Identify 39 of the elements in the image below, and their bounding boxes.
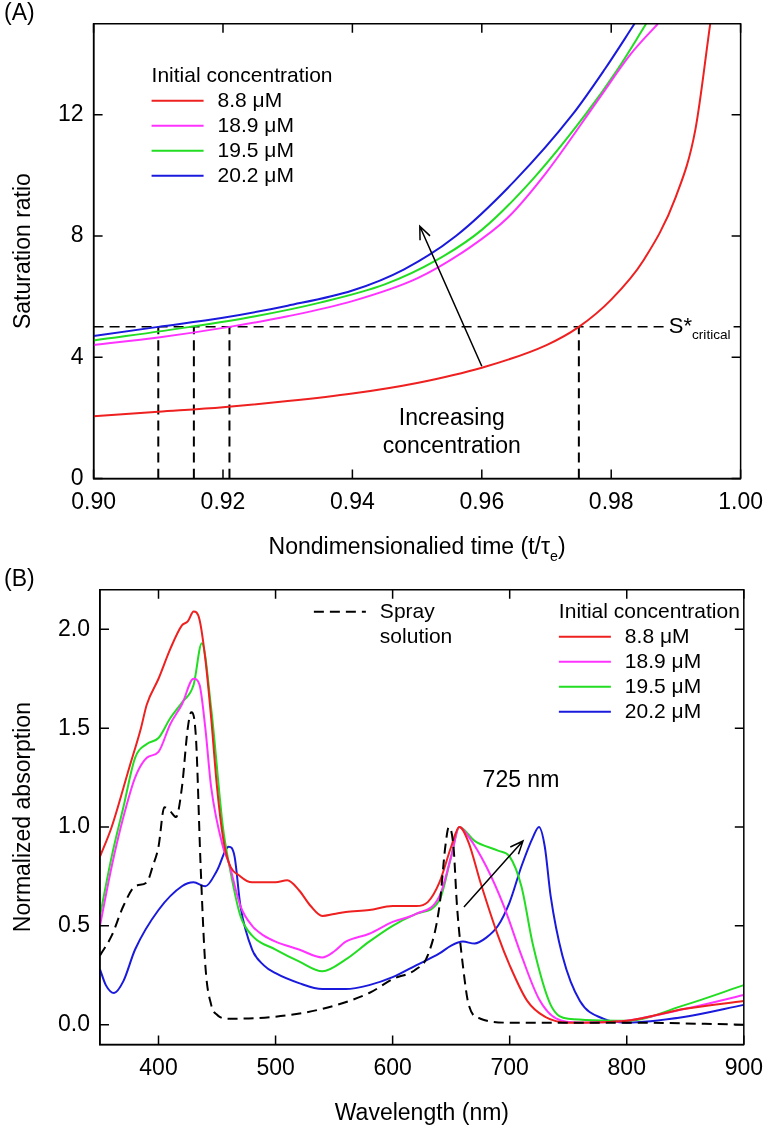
y-tick-label: 1.5 bbox=[57, 713, 90, 740]
annotation: 725 nm bbox=[482, 766, 560, 793]
legend-label: 20.2 μM bbox=[217, 162, 294, 186]
x-tick-label: 600 bbox=[373, 1053, 412, 1080]
legend-title: Initial concentration bbox=[151, 62, 333, 86]
x-tick-label: 1.00 bbox=[718, 487, 763, 514]
x-tick-label: 0.96 bbox=[459, 487, 505, 514]
x-tick-label: 500 bbox=[256, 1053, 295, 1080]
x-axis-title: Wavelength (nm) bbox=[334, 1099, 510, 1126]
y-tick-label: 0.5 bbox=[57, 911, 90, 938]
x-tick-label: 0.90 bbox=[71, 487, 116, 514]
x-tick-label: 0.92 bbox=[200, 487, 246, 514]
y-tick-label: 2.0 bbox=[57, 614, 90, 641]
x-tick-label: 900 bbox=[724, 1053, 763, 1080]
legend-label: 19.5 μM bbox=[624, 673, 702, 697]
legend-label: 18.9 μM bbox=[624, 648, 702, 672]
x-tick-label: 700 bbox=[490, 1053, 529, 1080]
y-axis-title: Normalized absorption bbox=[9, 702, 36, 933]
y-tick-label: 8 bbox=[70, 221, 84, 248]
text: (A) bbox=[4, 0, 35, 26]
legend-title: Initial concentration bbox=[558, 598, 740, 622]
y-axis-title: Saturation ratio bbox=[9, 173, 36, 330]
x-tick-label: 400 bbox=[139, 1053, 178, 1080]
text: (B) bbox=[4, 565, 35, 592]
annotation: Increasing concentration bbox=[382, 403, 521, 458]
legend-label: 8.8 μM bbox=[624, 623, 690, 647]
legend-label: 19.5 μM bbox=[217, 137, 294, 161]
y-tick-label: 0 bbox=[70, 463, 84, 490]
x-tick-label: 800 bbox=[607, 1053, 646, 1080]
x-tick-label: 0.98 bbox=[588, 487, 634, 514]
legend-label: Spray solution bbox=[379, 598, 453, 647]
y-tick-label: 1.0 bbox=[57, 812, 90, 839]
legend-label: 18.9 μM bbox=[217, 112, 294, 136]
legend-label: 20.2 μM bbox=[624, 698, 702, 722]
y-tick-label: 0.0 bbox=[57, 1009, 90, 1036]
x-tick-label: 0.94 bbox=[330, 487, 375, 514]
legend-label: 8.8 μM bbox=[217, 87, 283, 111]
y-tick-label: 4 bbox=[70, 342, 84, 369]
y-tick-label: 12 bbox=[57, 100, 84, 127]
